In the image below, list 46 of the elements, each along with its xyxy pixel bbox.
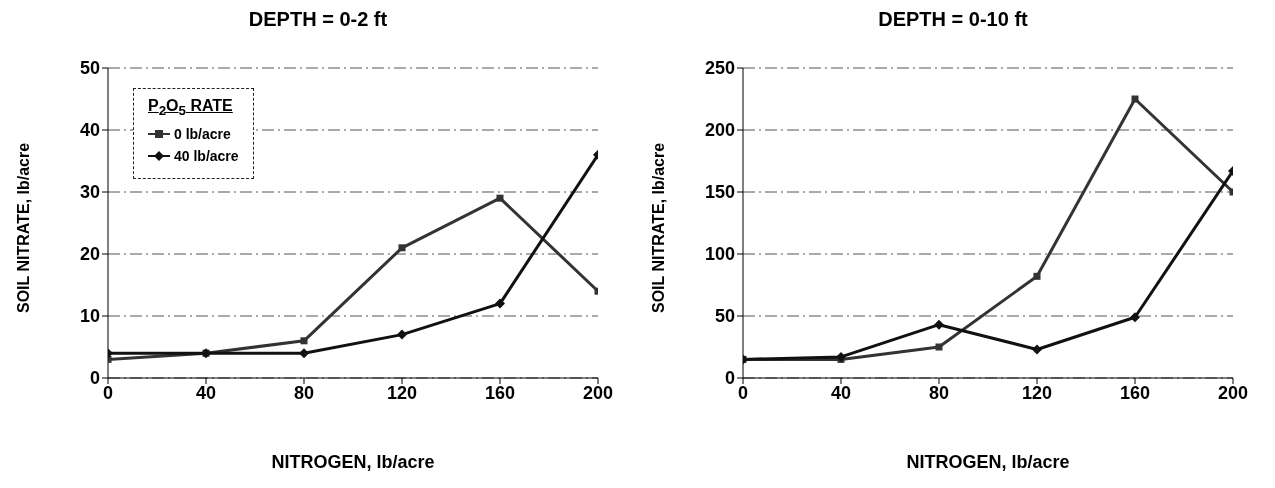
point (398, 244, 406, 252)
y-tick-label: 0 (89, 368, 100, 389)
x-tick-label: 80 (293, 382, 315, 403)
point (495, 298, 505, 309)
chart-title: DEPTH = 0-10 ft (877, 8, 1029, 32)
point (1033, 272, 1041, 280)
y-tick-label: 0 (724, 368, 735, 389)
x-tick-label: 80 (928, 382, 950, 403)
x-tick-label: 200 (582, 382, 614, 403)
x-tick-label: 0 (737, 382, 749, 403)
point (397, 329, 407, 340)
x-tick-label: 0 (102, 382, 114, 403)
legend-label: 40 lb/acre (174, 148, 239, 165)
point (1032, 344, 1042, 355)
x-axis-title: NITROGEN, lb/acre (271, 452, 435, 472)
point (299, 348, 309, 359)
y-tick-label: 250 (704, 58, 735, 79)
y-axis-title: SOIL NITRATE, lb/acre (649, 142, 667, 313)
legend-title: P$_{2}$O$_{5}$ RATE (148, 97, 234, 119)
x-tick-label: 200 (1217, 382, 1249, 403)
x-tick-label: 160 (1119, 382, 1151, 403)
point (1130, 312, 1140, 323)
y-axis-title: SOIL NITRATE, lb/acre (14, 142, 32, 313)
y-tick-label: 50 (714, 306, 735, 327)
point (935, 343, 943, 351)
x-tick-label: 120 (1021, 382, 1053, 403)
legend-label: 0 lb/acre (174, 126, 231, 143)
y-tick-label: 20 (79, 244, 100, 265)
point (934, 319, 944, 330)
y-tick-label: 50 (79, 58, 100, 79)
y-tick-label: 200 (704, 120, 735, 141)
y-tick-label: 30 (79, 182, 100, 203)
chart-title: DEPTH = 0-2 ft (247, 8, 389, 32)
x-tick-label: 160 (484, 382, 516, 403)
x-axis-title: NITROGEN, lb/acre (906, 452, 1070, 472)
x-tick-label: 40 (830, 382, 852, 403)
y-tick-label: 10 (79, 306, 100, 327)
x-tick-label: 120 (386, 382, 418, 403)
point (300, 337, 308, 345)
y-tick-label: 150 (704, 182, 735, 203)
y-tick-label: 100 (704, 244, 735, 265)
point (836, 351, 846, 362)
point (496, 194, 504, 202)
point (1131, 95, 1139, 103)
y-tick-label: 40 (79, 120, 100, 141)
x-tick-label: 40 (195, 382, 217, 403)
